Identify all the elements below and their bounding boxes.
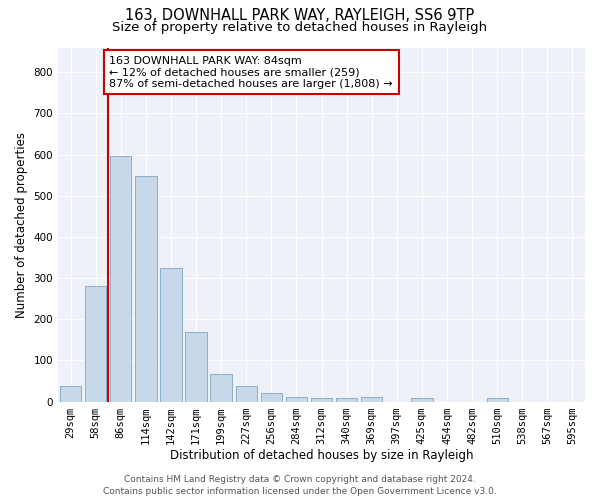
Bar: [110, 156, 131, 402]
Bar: [411, 398, 433, 402]
Text: Contains HM Land Registry data © Crown copyright and database right 2024.
Contai: Contains HM Land Registry data © Crown c…: [103, 475, 497, 496]
Bar: [60, 386, 81, 402]
Bar: [185, 332, 207, 402]
Bar: [336, 398, 357, 402]
X-axis label: Distribution of detached houses by size in Rayleigh: Distribution of detached houses by size …: [170, 450, 473, 462]
Bar: [260, 394, 282, 402]
Bar: [236, 386, 257, 402]
Bar: [135, 176, 157, 402]
Text: 163, DOWNHALL PARK WAY, RAYLEIGH, SS6 9TP: 163, DOWNHALL PARK WAY, RAYLEIGH, SS6 9T…: [125, 8, 475, 22]
Y-axis label: Number of detached properties: Number of detached properties: [15, 132, 28, 318]
Bar: [160, 268, 182, 402]
Bar: [487, 398, 508, 402]
Text: 163 DOWNHALL PARK WAY: 84sqm
← 12% of detached houses are smaller (259)
87% of s: 163 DOWNHALL PARK WAY: 84sqm ← 12% of de…: [109, 56, 393, 89]
Bar: [361, 398, 382, 402]
Bar: [211, 374, 232, 402]
Bar: [311, 398, 332, 402]
Bar: [286, 398, 307, 402]
Text: Size of property relative to detached houses in Rayleigh: Size of property relative to detached ho…: [112, 21, 488, 34]
Bar: [85, 286, 106, 402]
